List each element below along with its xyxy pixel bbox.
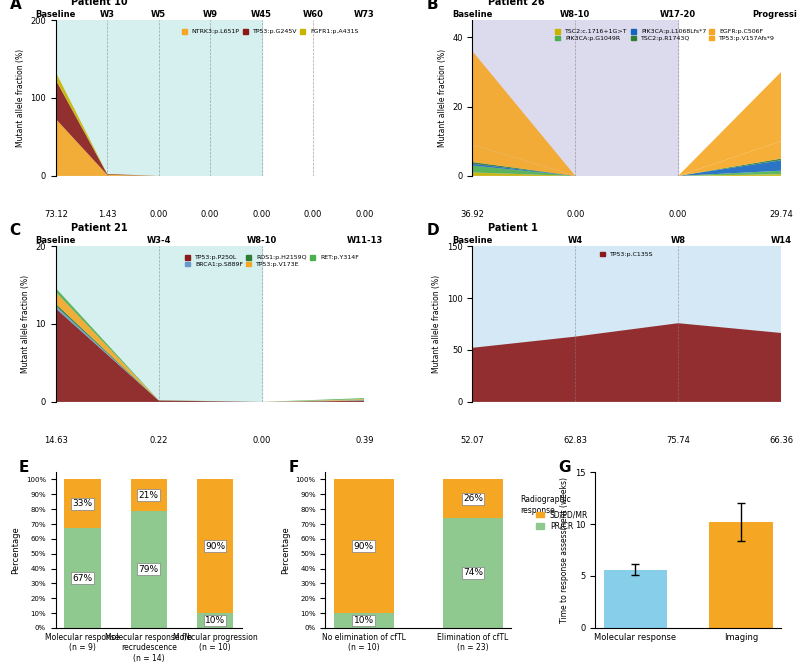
- Text: 10%: 10%: [205, 616, 225, 625]
- Y-axis label: Percentage: Percentage: [11, 526, 21, 574]
- Text: 0.00: 0.00: [304, 210, 322, 219]
- Text: 0.22: 0.22: [150, 436, 168, 445]
- Bar: [473, 20, 678, 176]
- Text: E: E: [18, 460, 29, 474]
- Y-axis label: Mutant allele fraction (%): Mutant allele fraction (%): [21, 275, 30, 373]
- Y-axis label: Mutant allele fraction (%): Mutant allele fraction (%): [16, 49, 25, 147]
- Bar: [56, 20, 261, 176]
- Text: C: C: [10, 222, 21, 238]
- Text: 26%: 26%: [463, 494, 483, 503]
- Text: Patient 1: Patient 1: [488, 222, 538, 232]
- Text: 67%: 67%: [73, 574, 92, 582]
- Legend: TP53:p.P250L, BRCA1:p.S889F, ROS1:p.H2159Q, TP53:p.V173E, RET:p.Y314F: TP53:p.P250L, BRCA1:p.S889F, ROS1:p.H215…: [183, 253, 361, 270]
- Legend: TP53:p.C135S: TP53:p.C135S: [598, 249, 656, 260]
- Text: 21%: 21%: [139, 490, 159, 500]
- Bar: [131, 510, 167, 628]
- Text: 36.92: 36.92: [461, 210, 485, 219]
- Bar: [709, 522, 772, 628]
- Bar: [197, 480, 234, 613]
- Text: 0.00: 0.00: [253, 436, 271, 445]
- Y-axis label: Mutant allele fraction (%): Mutant allele fraction (%): [438, 49, 446, 147]
- Text: 29.74: 29.74: [769, 210, 793, 219]
- Text: 62.83: 62.83: [563, 436, 587, 445]
- Text: F: F: [289, 460, 299, 474]
- Legend: TSC2:c.1716+1G>T, PIK3CA:p.G1049R, PIK3CA:p.L1068Lfs*7, TSC2:p.R1743Q, EGFR:p.C5: TSC2:c.1716+1G>T, PIK3CA:p.G1049R, PIK3C…: [553, 26, 778, 43]
- Text: 66.36: 66.36: [769, 436, 793, 445]
- Text: 0.00: 0.00: [566, 210, 584, 219]
- Text: 1.43: 1.43: [98, 210, 116, 219]
- Text: 33%: 33%: [73, 500, 92, 508]
- Text: 75.74: 75.74: [666, 436, 690, 445]
- Text: 0.00: 0.00: [150, 210, 168, 219]
- Text: Radiographic
response: Radiographic response: [520, 496, 571, 515]
- Y-axis label: Time to response assessment (weeks): Time to response assessment (weeks): [560, 477, 569, 623]
- Text: 90%: 90%: [354, 542, 374, 551]
- Text: Patient 26: Patient 26: [488, 0, 544, 7]
- Bar: [197, 613, 234, 628]
- Text: Patient 21: Patient 21: [71, 222, 128, 232]
- Text: 0.39: 0.39: [355, 436, 374, 445]
- Text: 14.63: 14.63: [44, 436, 68, 445]
- Text: B: B: [426, 0, 438, 11]
- Text: 52.07: 52.07: [461, 436, 485, 445]
- Bar: [56, 246, 261, 402]
- Text: 79%: 79%: [139, 564, 159, 574]
- Bar: [443, 518, 503, 628]
- Text: 90%: 90%: [205, 542, 225, 551]
- Text: 10%: 10%: [354, 616, 374, 625]
- Bar: [603, 570, 667, 628]
- Text: G: G: [558, 460, 571, 474]
- Legend: NTRK3:p.L651P, TP53:p.G245V, FGFR1:p.A431S: NTRK3:p.L651P, TP53:p.G245V, FGFR1:p.A43…: [179, 26, 361, 37]
- Bar: [334, 480, 394, 613]
- Legend: SD/PD/MR, PR/CR: SD/PD/MR, PR/CR: [533, 507, 591, 534]
- Text: D: D: [426, 222, 439, 238]
- Bar: [443, 480, 503, 518]
- Bar: [65, 480, 100, 528]
- Y-axis label: Percentage: Percentage: [281, 526, 290, 574]
- Y-axis label: Mutant allele fraction (%): Mutant allele fraction (%): [433, 275, 442, 373]
- Text: 73.12: 73.12: [44, 210, 68, 219]
- Text: 0.00: 0.00: [669, 210, 687, 219]
- Bar: [131, 480, 167, 510]
- Text: Patient 10: Patient 10: [71, 0, 128, 7]
- Text: 0.00: 0.00: [355, 210, 374, 219]
- Bar: [334, 613, 394, 628]
- Text: 74%: 74%: [463, 568, 483, 578]
- Text: 0.00: 0.00: [253, 210, 271, 219]
- Bar: [65, 528, 100, 628]
- Text: A: A: [10, 0, 22, 11]
- Text: 0.00: 0.00: [201, 210, 219, 219]
